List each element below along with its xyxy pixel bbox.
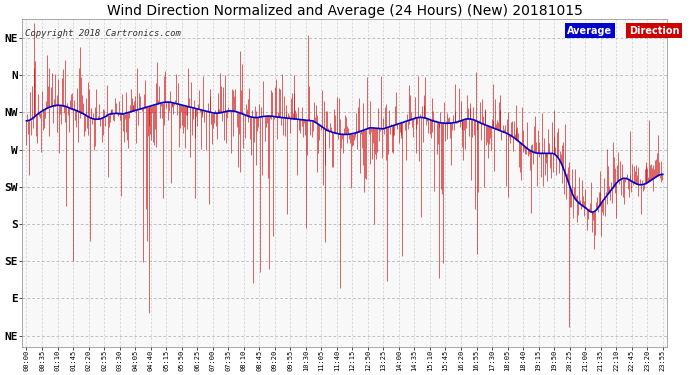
Text: Direction: Direction (629, 26, 679, 36)
Text: Average: Average (567, 26, 613, 36)
Title: Wind Direction Normalized and Average (24 Hours) (New) 20181015: Wind Direction Normalized and Average (2… (107, 4, 582, 18)
Text: Copyright 2018 Cartronics.com: Copyright 2018 Cartronics.com (25, 29, 181, 38)
